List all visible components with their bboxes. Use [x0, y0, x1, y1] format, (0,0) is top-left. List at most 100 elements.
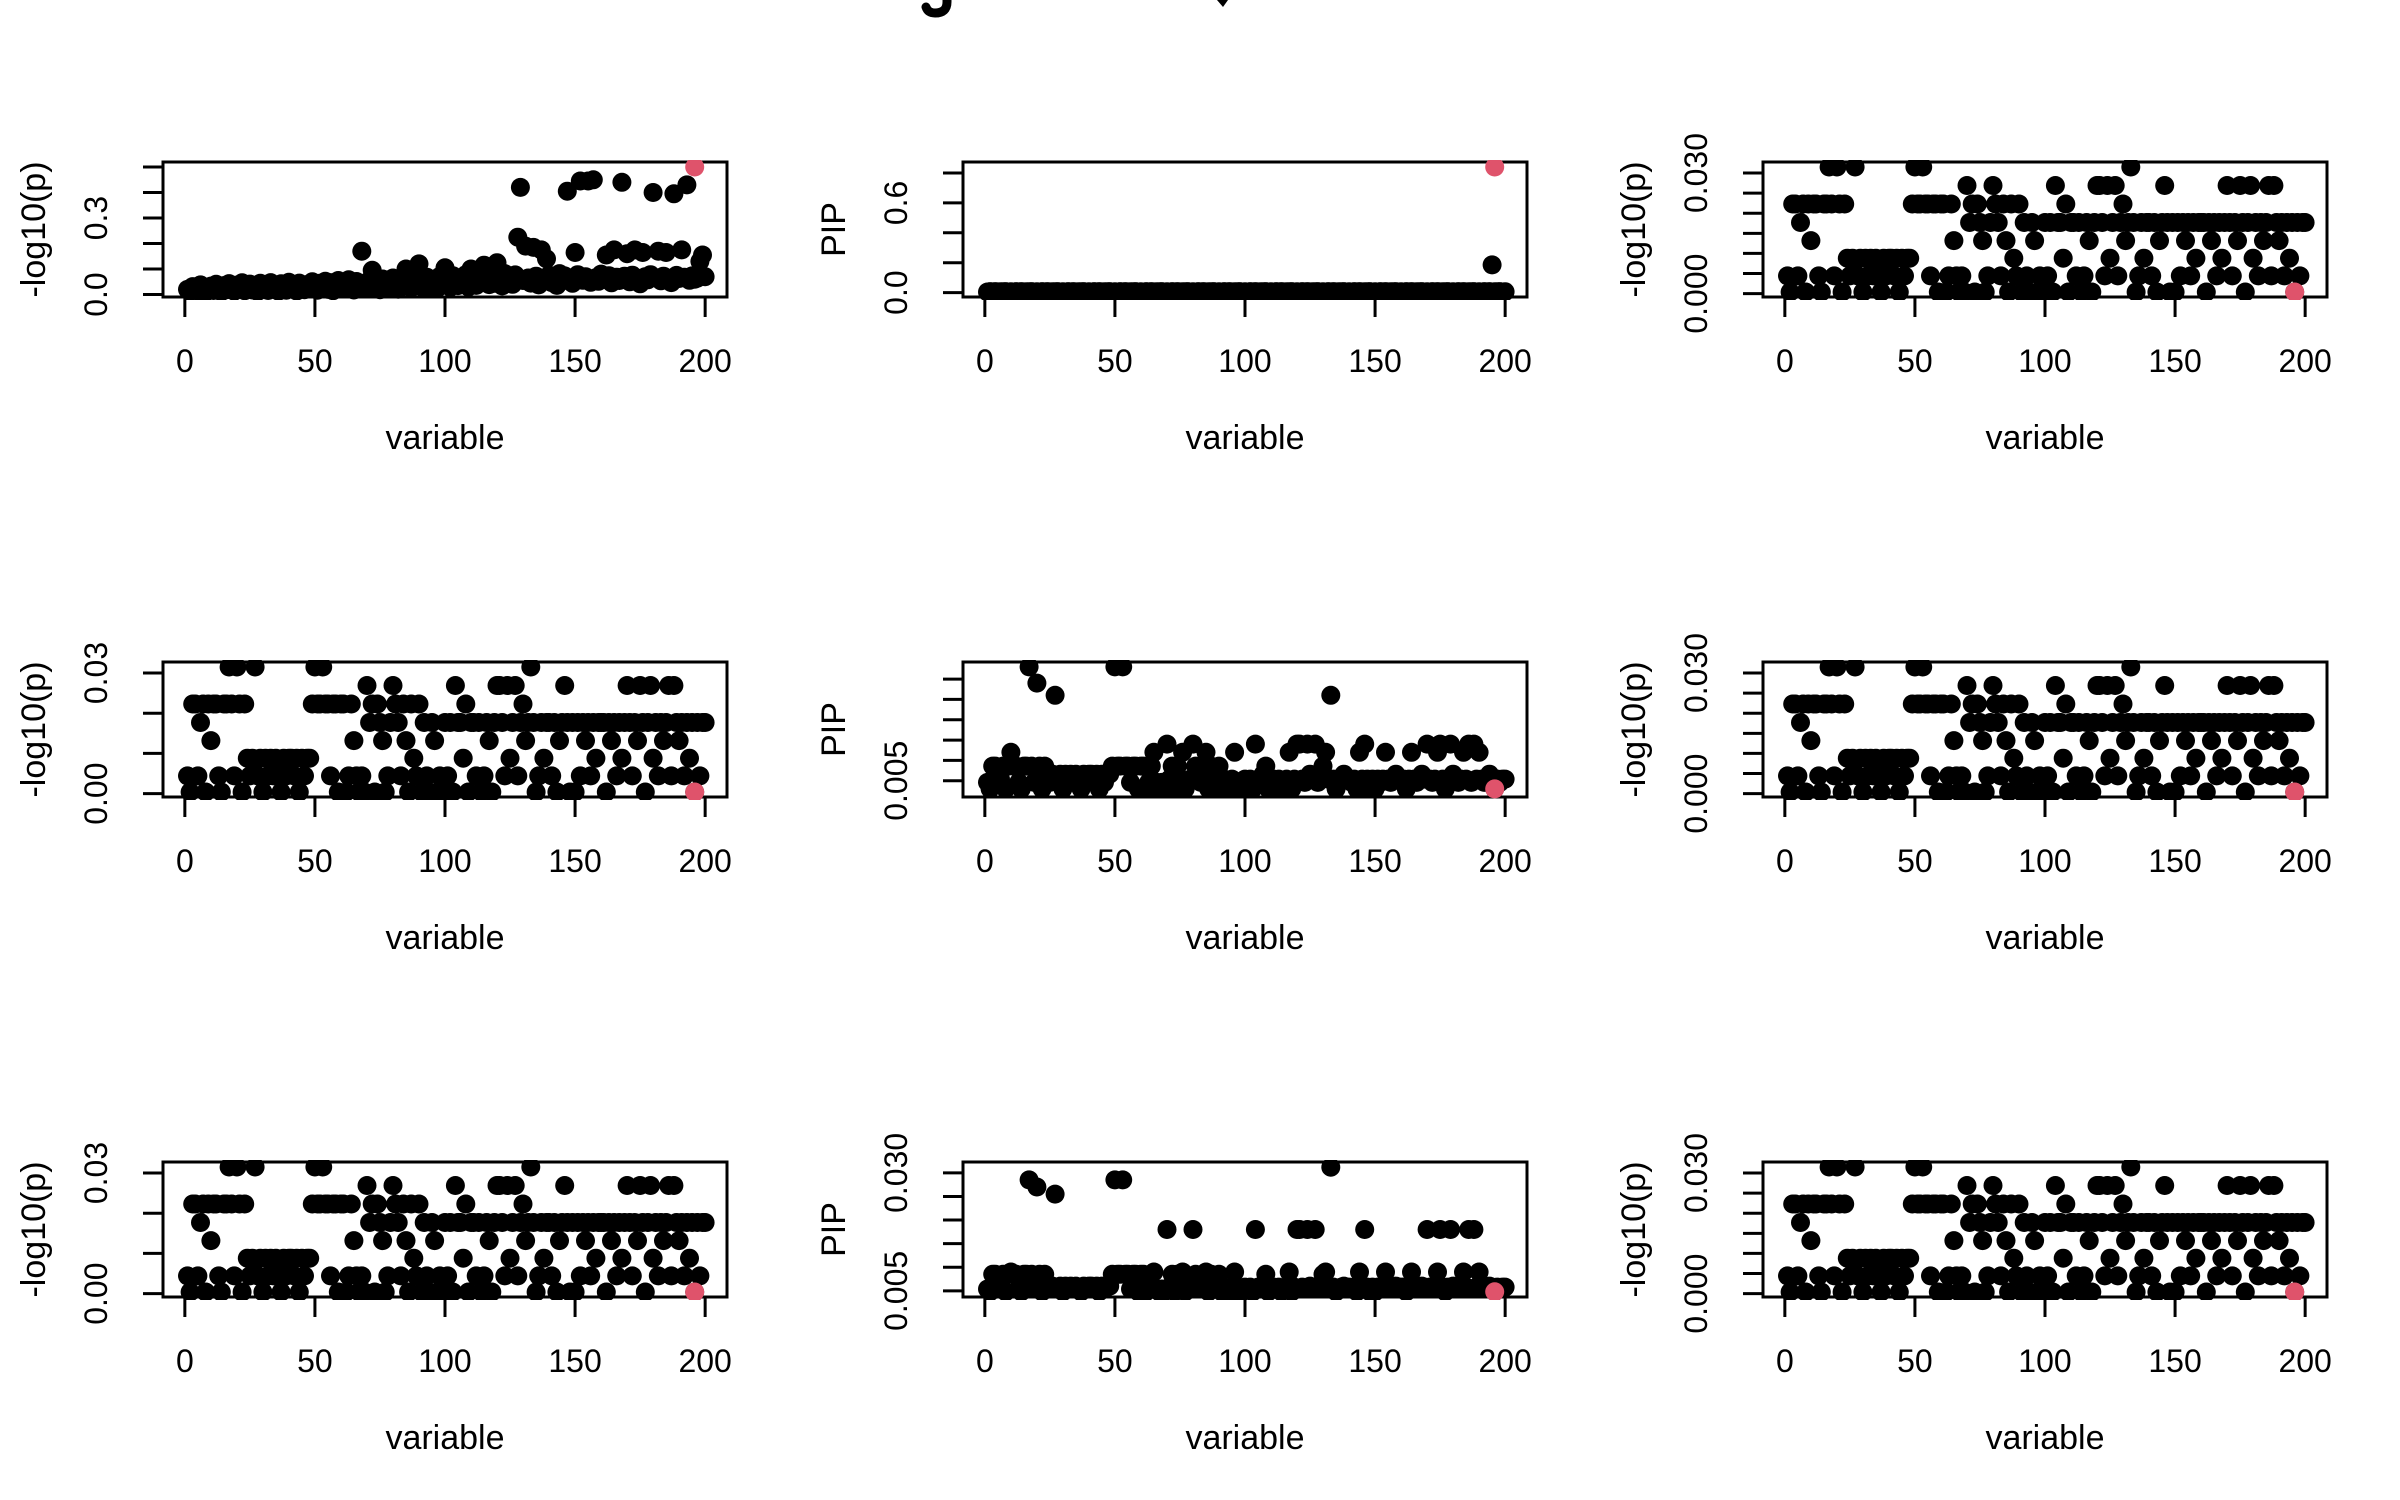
data-point	[2134, 748, 2154, 768]
data-point	[373, 1231, 393, 1251]
data-point	[565, 782, 585, 800]
data-point	[612, 172, 632, 192]
data-point	[1321, 1160, 1341, 1177]
data-point	[1144, 1262, 1164, 1282]
x-axis-label: variable	[1185, 419, 1304, 457]
clipped-title-fragment-comma-tip	[1217, 0, 1228, 7]
y-tick-label: 0.00	[78, 1262, 114, 1324]
x-tick-label: 50	[1097, 1343, 1133, 1379]
y-axis-label: -log10(p)	[15, 161, 53, 297]
highlight-point	[1485, 1282, 1505, 1300]
data-point	[1978, 266, 1998, 286]
data-point	[2043, 282, 2063, 300]
data-point	[482, 1282, 502, 1300]
data-point	[1279, 1262, 1299, 1282]
data-point	[2261, 266, 2281, 286]
data-point	[2254, 731, 2273, 751]
data-point	[1245, 1220, 1265, 1239]
data-point	[581, 1266, 601, 1286]
data-point	[2108, 266, 2128, 286]
data-point	[1469, 742, 1489, 762]
data-point	[2045, 676, 2065, 695]
data-point	[664, 676, 684, 695]
data-point	[1967, 194, 1987, 214]
data-point	[2079, 1231, 2099, 1251]
data-point	[654, 731, 673, 751]
x-tick-label: 200	[1478, 343, 1531, 379]
data-point	[635, 782, 655, 800]
data-point	[253, 1282, 273, 1300]
data-point	[555, 676, 575, 695]
data-point	[1975, 782, 1995, 800]
data-point	[474, 766, 494, 786]
data-point	[557, 181, 577, 201]
data-point	[2004, 1248, 2024, 1268]
data-point	[2261, 1266, 2281, 1286]
data-point	[1225, 1262, 1245, 1282]
data-point	[690, 1266, 710, 1286]
scatter-panel-row3-col3: 0 50 100 150 200 variable 0.000 0.030 -log10(p)	[1615, 1133, 2332, 1457]
x-tick-label: 0	[976, 1343, 994, 1379]
highlight-point	[685, 160, 705, 177]
data-point	[1027, 673, 1047, 693]
data-point	[2155, 676, 2175, 695]
data-point	[1853, 1282, 1873, 1300]
x-tick-label: 150	[2148, 843, 2201, 879]
data-point	[1991, 766, 2011, 786]
data-point	[2009, 1194, 2029, 1214]
data-point	[396, 1231, 416, 1251]
data-point	[2295, 1213, 2315, 1232]
data-point	[2038, 266, 2058, 286]
data-point	[271, 1282, 291, 1300]
data-point	[1845, 1160, 1865, 1177]
data-point	[232, 782, 252, 800]
data-point	[456, 694, 476, 714]
x-tick-label: 0	[976, 343, 994, 379]
data-point	[635, 1282, 655, 1300]
plot-box	[161, 160, 729, 299]
data-point	[1988, 713, 2008, 732]
data-point	[2129, 266, 2149, 286]
scatter-panel-row2-col1: 0 50 100 150 200 variable 0.00 0.03 -log10(p)	[15, 642, 732, 957]
x-tick-label: 50	[1097, 843, 1133, 879]
data-point	[388, 1213, 408, 1232]
data-point	[1469, 1262, 1489, 1282]
data-point	[2053, 748, 2073, 768]
data-point	[690, 766, 710, 786]
x-tick-label: 0	[176, 1343, 194, 1379]
data-point	[1988, 213, 2008, 232]
data-point	[2202, 1231, 2221, 1251]
data-point	[375, 1282, 395, 1300]
data-point	[341, 694, 361, 714]
data-point	[443, 782, 463, 800]
data-point	[2212, 248, 2232, 268]
data-point	[1973, 231, 1993, 251]
data-point	[1913, 1160, 1933, 1177]
data-point	[1889, 282, 1909, 300]
data-point	[513, 694, 533, 714]
data-point	[271, 782, 291, 800]
data-point	[2142, 766, 2162, 786]
data-point	[482, 782, 502, 800]
data-point	[479, 731, 499, 751]
data-point	[295, 1266, 314, 1286]
data-point	[352, 1266, 372, 1286]
x-tick-label: 100	[418, 343, 471, 379]
data-point	[2134, 248, 2154, 268]
data-point	[2207, 266, 2227, 286]
data-point	[1941, 694, 1961, 714]
data-point	[2290, 766, 2310, 786]
data-point	[474, 1266, 494, 1286]
points-group	[1778, 1160, 2315, 1300]
data-point	[1019, 660, 1039, 677]
data-point	[565, 1282, 585, 1300]
data-point	[196, 1282, 216, 1300]
data-point	[2095, 266, 2115, 286]
data-point	[1495, 282, 1515, 300]
points-group	[178, 160, 715, 300]
data-point	[2022, 213, 2042, 232]
data-point	[1991, 266, 2011, 286]
data-point	[1871, 282, 1891, 300]
data-point	[1245, 734, 1265, 754]
